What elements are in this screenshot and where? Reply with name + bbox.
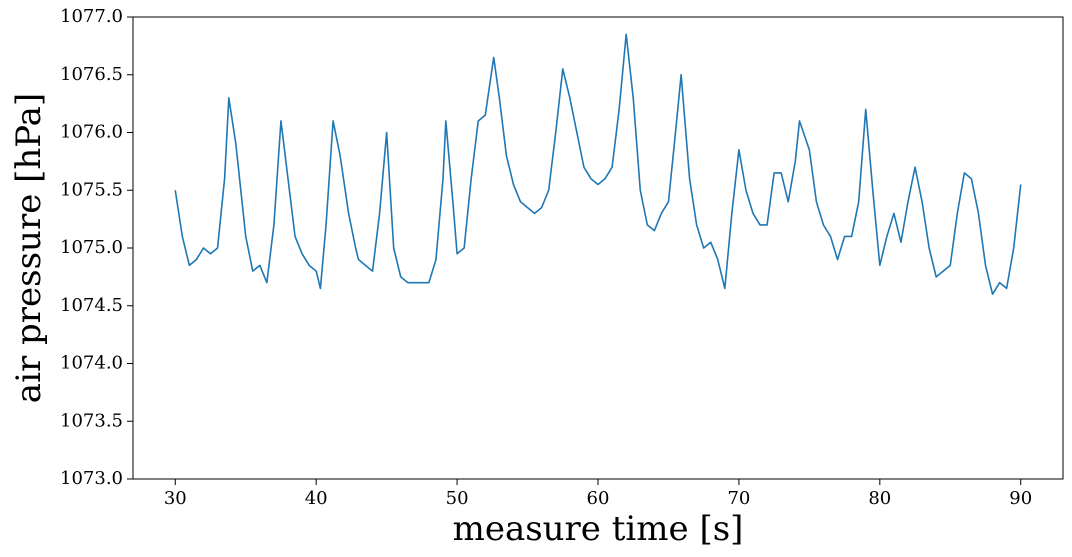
- line: [174, 33, 1022, 295]
- y-tick-label: 1075.0: [60, 237, 123, 258]
- y-tick-label: 1076.5: [60, 64, 123, 85]
- x-tick-label: 30: [164, 488, 187, 509]
- plot-frame: [132, 16, 1064, 480]
- x-tick-label: 90: [1009, 488, 1032, 509]
- x-axis-label: measure time [s]: [453, 509, 744, 549]
- y-tick-label: 1073.0: [60, 468, 123, 489]
- y-tick-label: 1075.5: [60, 179, 123, 200]
- x-tick-label: 60: [587, 488, 610, 509]
- y-tick-label: 1074.0: [60, 353, 123, 374]
- x-tick-label: 80: [868, 488, 891, 509]
- x-tick-label: 50: [446, 488, 469, 509]
- y-tick-label: 1074.5: [60, 295, 123, 316]
- x-tick-label: 70: [727, 488, 750, 509]
- y-tick-label: 1076.0: [60, 122, 123, 143]
- y-tick-label: 1073.5: [60, 410, 123, 431]
- y-tick-label: 1077.0: [60, 6, 123, 27]
- y-axis-label: air pressure [hPa]: [9, 93, 49, 403]
- x-tick-label: 40: [305, 488, 328, 509]
